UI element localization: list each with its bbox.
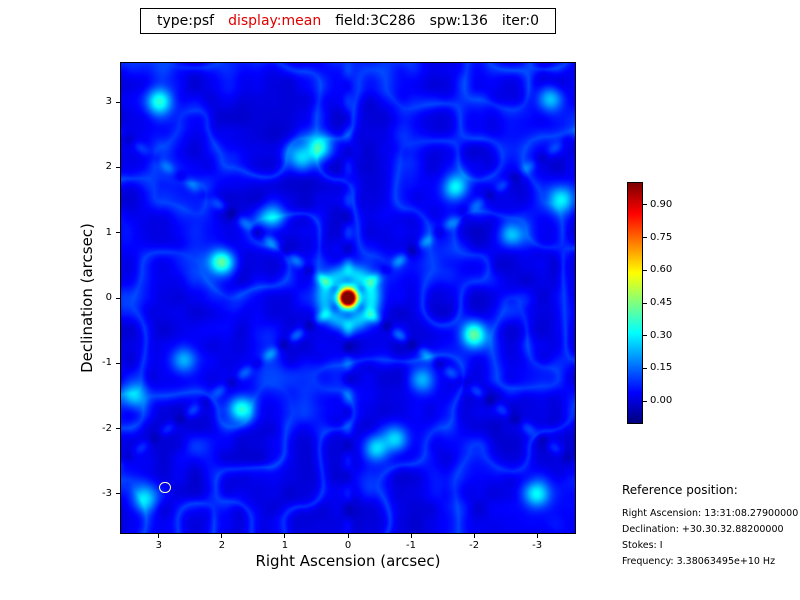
y-tick: [116, 428, 120, 430]
x-tick: [284, 534, 286, 538]
x-tick: [536, 534, 538, 538]
colorbar-tick: [643, 237, 647, 239]
reference-position-block: Reference position: Right Ascension: 13:…: [622, 483, 798, 570]
x-tick-label: -1: [406, 540, 417, 551]
x-tick-label: 2: [218, 540, 226, 551]
colorbar-tick-label: 0.15: [650, 362, 673, 374]
colorbar-tick-label: 0.30: [650, 329, 673, 341]
colorbar-tick: [643, 400, 647, 402]
colorbar-tick-label: 0.90: [650, 198, 673, 210]
colorbar-gradient: [628, 183, 642, 423]
x-tick-label: -2: [469, 540, 480, 551]
colorbar: [627, 182, 643, 424]
y-tick-label: 2: [105, 161, 112, 173]
beam-marker: [159, 481, 171, 493]
reference-dec-line: Declination: +30.30.32.88200000: [622, 524, 784, 535]
title-segment: spw:136: [429, 13, 488, 29]
y-tick: [116, 493, 120, 495]
y-tick-label: 0: [105, 292, 112, 303]
y-tick: [116, 362, 120, 364]
psf-heatmap-image[interactable]: [121, 63, 575, 533]
reference-stokes-line: Stokes: I: [622, 540, 663, 551]
colorbar-tick-label: 0.45: [650, 297, 673, 308]
y-tick-label: -3: [102, 487, 112, 499]
title-bar: type:psf display:mean field:3C286 spw:136 it…: [139, 8, 557, 34]
reference-frequency-line: Frequency: 3.38063495e+10 Hz: [622, 556, 776, 567]
y-tick: [116, 101, 120, 103]
x-axis-label: Right Ascension (arcsec): [255, 552, 441, 570]
y-tick: [116, 166, 120, 168]
x-tick: [473, 534, 475, 538]
x-tick-label: 0: [344, 540, 352, 551]
title-segment: iter:0: [501, 13, 540, 29]
x-tick-label: -3: [532, 540, 543, 551]
colorbar-tick-label: 0.75: [650, 231, 673, 243]
y-tick: [116, 297, 120, 299]
x-tick-label: 3: [155, 540, 163, 551]
x-tick: [347, 534, 349, 538]
colorbar-tick-label: 0.00: [650, 395, 673, 407]
y-tick-label: 3: [105, 96, 112, 108]
y-tick: [116, 232, 120, 234]
x-tick-label: 1: [281, 540, 289, 551]
y-tick-label: -2: [102, 422, 112, 434]
title-segment: type:psf: [156, 13, 215, 29]
x-tick: [410, 534, 412, 538]
y-tick-label: 1: [105, 226, 112, 238]
y-tick-label: -1: [102, 357, 112, 369]
colorbar-tick: [643, 269, 647, 271]
colorbar-tick: [643, 335, 647, 337]
plot-area: [120, 62, 576, 534]
title-segment: field:3C286: [335, 13, 416, 29]
colorbar-tick: [643, 367, 647, 369]
x-tick: [221, 534, 223, 538]
reference-heading: Reference position:: [622, 483, 738, 497]
colorbar-tick: [643, 204, 647, 206]
x-tick: [158, 534, 160, 538]
colorbar-tick-label: 0.60: [650, 264, 673, 276]
title-segment: display:mean: [228, 13, 322, 29]
reference-ra-line: Right Ascension: 13:31:08.27900000: [622, 508, 799, 519]
title-bar-row: type:psf display:mean field:3C286 spw:136 it…: [120, 8, 576, 34]
colorbar-tick: [643, 302, 647, 304]
